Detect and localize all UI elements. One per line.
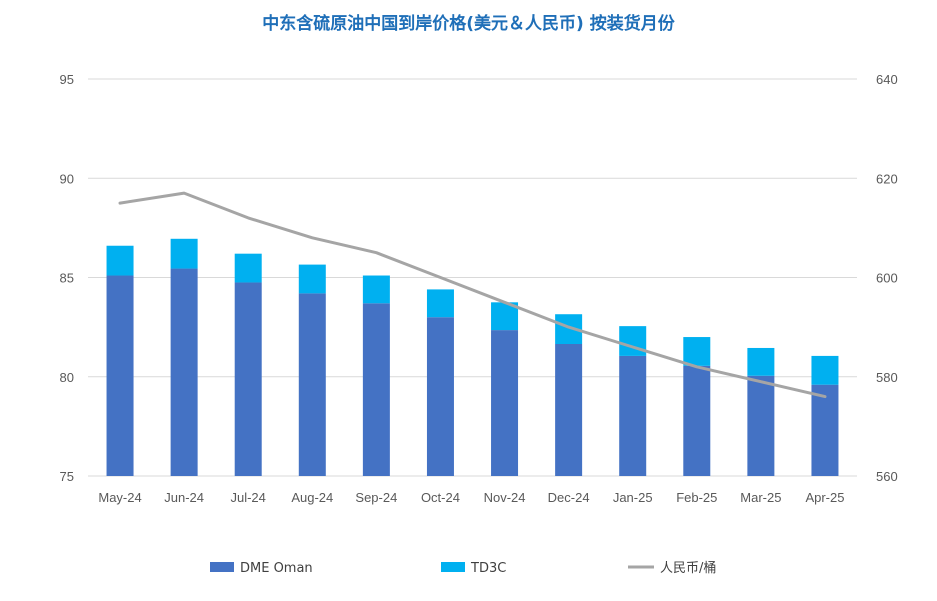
y-right-tick-label: 560 [876,469,898,484]
x-tick-label: Apr-25 [805,490,844,505]
bar-td3c [747,347,775,376]
line-series-group [118,191,827,399]
gridlines [88,78,857,477]
bar-dme-oman [747,375,775,476]
y-right-tick-label: 600 [876,271,898,286]
x-tick-label: Sep-24 [355,490,397,505]
y-left-tick-label: 95 [60,72,74,87]
x-tick-label: May-24 [98,490,141,505]
bar-dme-oman [298,293,326,476]
bar-dme-oman [555,343,583,476]
x-tick-label: Jan-25 [613,490,653,505]
y-left-tick-label: 80 [60,370,74,385]
bar-td3c [811,355,839,385]
bar-dme-oman [491,330,519,476]
bar-td3c [426,289,454,318]
y-left-tick-label: 85 [60,271,74,286]
bar-series-group [106,238,839,476]
bar-dme-oman [811,384,839,476]
line-rmb-per-barrel [118,191,827,399]
chart-title: 中东含硫原油中国到岸价格(美元＆人民币) 按装货月份 [262,14,675,34]
bar-dme-oman [619,355,647,476]
legend-swatch-dme-oman [210,562,234,572]
y-left-tick-label: 90 [60,171,74,186]
axis-labels: 75 80 85 90 95 560 580 600 620 640 May-24 Jun-24 Jul… [60,72,898,505]
bar-dme-oman [683,365,711,476]
x-tick-label: Jul-24 [230,490,265,505]
y-right-tick-label: 580 [876,370,898,385]
x-tick-label: Nov-24 [484,490,526,505]
legend-label-td3c: TD3C [470,561,506,576]
legend: DME Oman TD3C 人民币/桶 [210,561,716,576]
legend-label-dme-oman: DME Oman [240,561,313,576]
bar-dme-oman [426,317,454,476]
x-tick-label: Oct-24 [421,490,460,505]
bar-td3c [683,337,711,366]
x-tick-label: Dec-24 [548,490,590,505]
legend-label-rmb: 人民币/桶 [660,561,716,576]
y-right-tick-label: 620 [876,171,898,186]
x-tick-label: Aug-24 [291,490,333,505]
legend-swatch-td3c [441,562,465,572]
bar-td3c [106,245,134,276]
x-tick-label: Feb-25 [676,490,717,505]
bar-td3c [298,264,326,294]
bar-dme-oman [106,275,134,476]
bar-dme-oman [362,303,390,476]
bar-td3c [234,253,262,283]
x-tick-label: Jun-24 [164,490,204,505]
bar-td3c [170,238,198,269]
x-tick-label: Mar-25 [740,490,781,505]
y-left-tick-label: 75 [60,469,74,484]
bar-dme-oman [234,282,262,476]
y-right-tick-label: 640 [876,72,898,87]
bar-td3c [362,275,390,304]
bar-dme-oman [170,268,198,476]
